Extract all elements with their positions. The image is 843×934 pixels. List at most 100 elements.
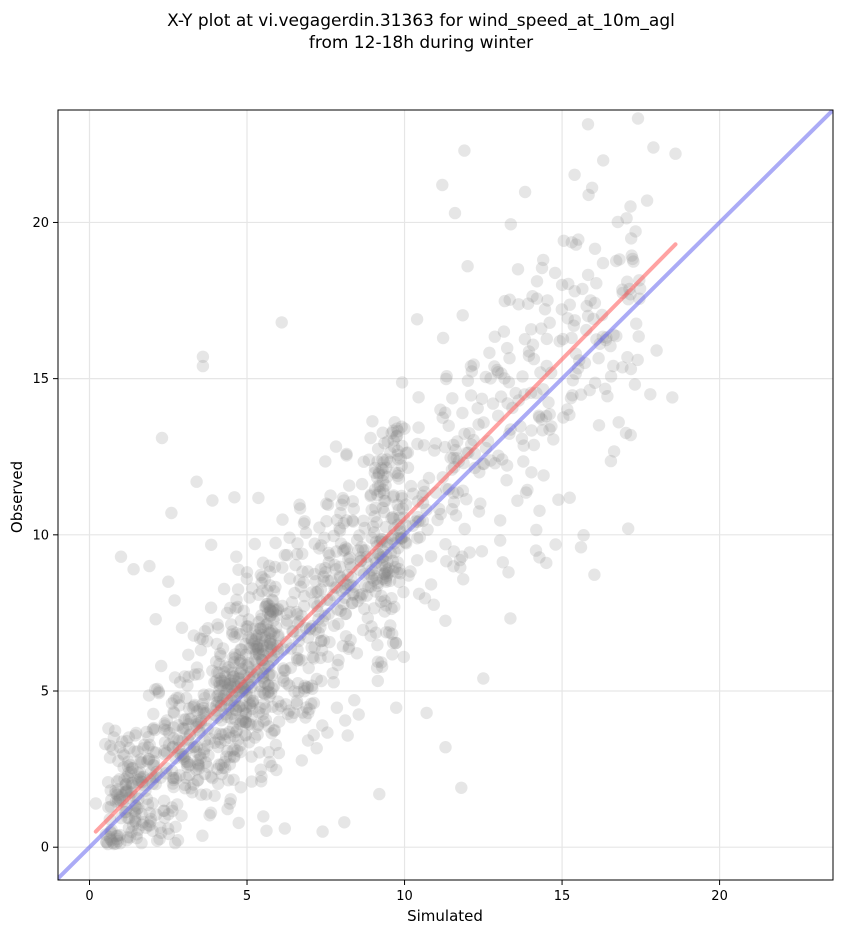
scatter-point <box>295 654 308 667</box>
scatter-point <box>113 740 127 754</box>
scatter-point <box>152 685 165 698</box>
scatter-point <box>328 558 341 572</box>
scatter-point <box>391 425 405 438</box>
scatter-point <box>540 556 553 570</box>
scatter-point <box>104 784 117 797</box>
scatter-point <box>119 778 132 791</box>
scatter-point <box>212 621 225 635</box>
scatter-point <box>621 275 634 288</box>
scatter-point <box>311 585 324 598</box>
scatter-point <box>182 648 195 661</box>
scatter-point <box>157 794 171 807</box>
scatter-point <box>291 617 304 630</box>
scatter-point <box>167 705 180 719</box>
scatter-point <box>224 601 237 615</box>
scatter-point <box>323 549 336 562</box>
scatter-point <box>130 828 144 841</box>
scatter-point <box>104 832 117 846</box>
scatter-point <box>392 453 405 466</box>
scatter-point <box>147 755 161 768</box>
scatter-point <box>216 642 230 655</box>
plot-frame <box>57 109 834 881</box>
scatter-point <box>330 513 344 527</box>
scatter-point <box>183 758 196 772</box>
scatter-point <box>440 370 453 383</box>
scatter-point <box>257 697 271 710</box>
scatter-point <box>181 679 194 692</box>
scatter-point <box>122 812 136 825</box>
scatter-point <box>380 626 393 639</box>
scatter-point <box>354 591 367 604</box>
scatter-point <box>190 475 203 488</box>
scatter-point <box>141 755 154 768</box>
scatter-point <box>345 596 359 610</box>
scatter-point <box>413 531 426 544</box>
scatter-point <box>209 726 222 740</box>
scatter-point <box>330 545 343 558</box>
scatter-point <box>143 559 156 573</box>
scatter-point <box>109 795 123 808</box>
scatter-point <box>445 503 459 516</box>
scatter-point <box>471 402 484 415</box>
scatter-point <box>118 749 131 762</box>
scatter-point <box>333 524 347 537</box>
scatter-point <box>346 495 359 508</box>
scatter-point <box>581 309 595 323</box>
y-tick-label: 20 <box>32 216 49 231</box>
scatter-point <box>392 503 406 516</box>
scatter-point <box>640 194 654 207</box>
scatter-point <box>151 682 164 696</box>
scatter-point <box>455 550 469 563</box>
scatter-point <box>540 332 553 346</box>
scatter-point <box>252 638 265 651</box>
scatter-point <box>500 459 514 472</box>
scatter-point <box>272 602 285 616</box>
scatter-point <box>263 602 276 616</box>
scatter-point <box>225 618 238 631</box>
scatter-point <box>123 741 136 755</box>
scatter-point <box>319 566 332 579</box>
scatter-point <box>144 815 157 828</box>
scatter-point <box>227 670 240 683</box>
scatter-point <box>547 433 560 446</box>
scatter-point <box>517 455 530 468</box>
scatter-point <box>270 609 284 622</box>
scatter-point <box>368 602 381 615</box>
scatter-point <box>258 600 272 614</box>
scatter-point <box>568 314 581 327</box>
scatter-point <box>256 584 269 598</box>
scatter-point <box>301 565 314 578</box>
scatter-point <box>336 544 350 557</box>
scatter-point <box>463 546 476 559</box>
scatter-point <box>196 829 209 842</box>
scatter-point <box>237 604 250 618</box>
scatter-point <box>307 728 320 742</box>
scatter-point <box>343 557 357 570</box>
scatter-point <box>184 782 197 795</box>
scatter-point <box>158 811 171 824</box>
scatter-point <box>205 538 218 551</box>
scatter-point <box>369 501 382 514</box>
scatter-point <box>310 742 323 755</box>
scatter-point <box>113 773 126 786</box>
scatter-point <box>223 677 237 690</box>
scatter-point <box>261 597 274 610</box>
scatter-point <box>217 582 231 596</box>
scatter-point <box>210 674 223 687</box>
scatter-point <box>369 585 382 598</box>
scatter-point <box>356 623 370 637</box>
scatter-point <box>264 686 278 700</box>
scatter-point <box>160 724 173 737</box>
scatter-point <box>327 676 340 689</box>
scatter-point <box>280 614 294 627</box>
scatter-point <box>195 788 208 801</box>
scatter-point <box>604 370 618 383</box>
scatter-point <box>252 642 265 655</box>
scatter-point <box>107 731 121 744</box>
scatter-point <box>371 488 384 502</box>
scatter-point <box>228 713 242 726</box>
scatter-point <box>370 471 384 484</box>
scatter-point <box>346 515 360 528</box>
scatter-point <box>250 640 263 654</box>
scatter-point <box>631 112 645 125</box>
